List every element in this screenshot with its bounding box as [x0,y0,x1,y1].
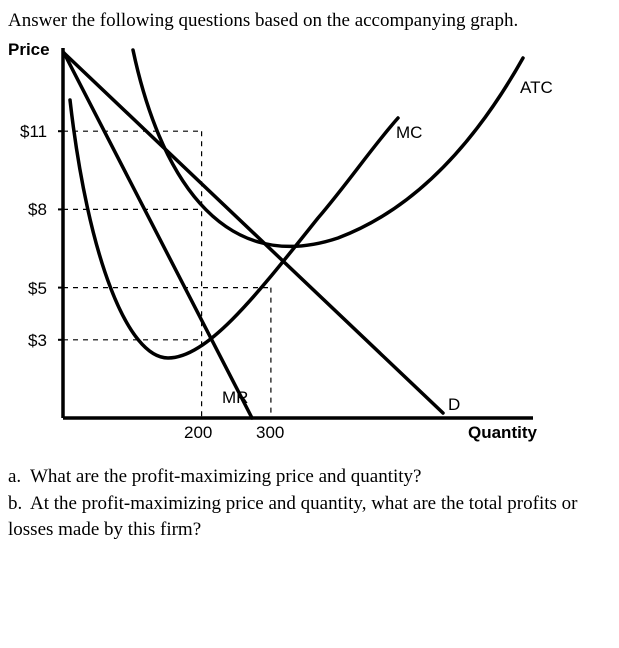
question-b-letter: b. [8,491,30,517]
ytick-11: $11 [20,122,47,141]
curve-d [64,53,443,413]
curve-atc [133,50,523,246]
question-b-text: At the profit-maximizing price and quant… [8,493,578,540]
curves [64,50,523,418]
guide-lines [63,131,271,418]
question-a: a.What are the profit-maximizing price a… [8,464,611,490]
label-d: D [448,395,460,414]
ytick-8: $8 [28,200,47,219]
ytick-5: $5 [28,279,47,298]
ytick-3: $3 [28,331,47,350]
label-mr: MR [222,388,248,407]
label-atc: ATC [520,78,553,97]
y-axis-label: Price [8,40,50,59]
question-a-text: What are the profit-maximizing price and… [30,466,421,487]
question-a-letter: a. [8,464,30,490]
questions-block: a.What are the profit-maximizing price a… [8,464,611,543]
econ-graph: Price $11 $8 $5 $3 200 300 Quantity ATC … [8,38,568,458]
question-b: b.At the profit-maximizing price and qua… [8,491,611,542]
xtick-300: 300 [256,423,284,442]
label-mc: MC [396,123,422,142]
x-axis-label: Quantity [468,423,537,442]
xtick-200: 200 [184,423,212,442]
intro-text: Answer the following questions based on … [8,8,611,34]
curve-mc [70,100,398,358]
axes [63,48,533,418]
